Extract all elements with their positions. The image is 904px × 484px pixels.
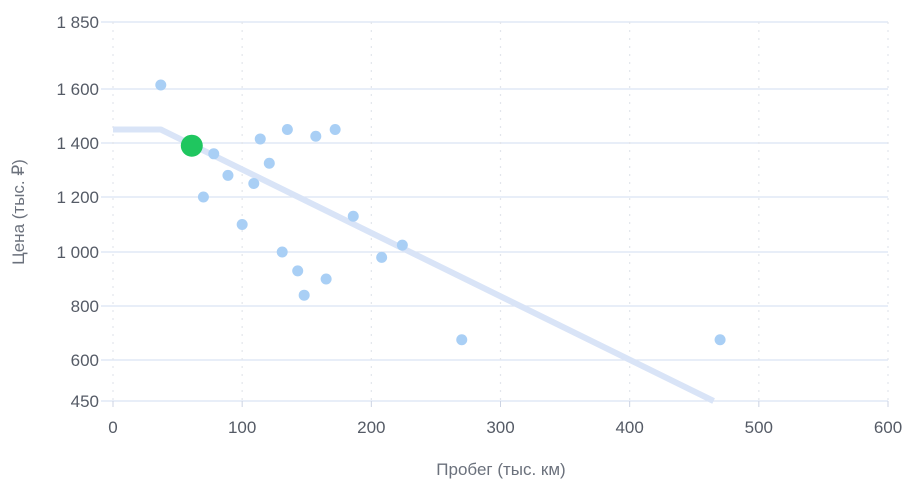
x-tick-label: 400 <box>615 418 643 437</box>
x-tick-label: 600 <box>874 418 902 437</box>
y-tick-label: 800 <box>71 297 99 316</box>
x-tick-label: 500 <box>745 418 773 437</box>
data-point[interactable] <box>197 191 209 203</box>
y-tick-label: 1 200 <box>56 188 99 207</box>
data-point[interactable] <box>376 251 388 263</box>
data-point[interactable] <box>222 169 234 181</box>
data-point[interactable] <box>254 133 266 145</box>
x-tick-label: 300 <box>486 418 514 437</box>
y-axis-title: Цена (тыс. ₽) <box>9 159 28 265</box>
y-tick-label: 1 600 <box>56 80 99 99</box>
data-point[interactable] <box>281 124 293 135</box>
x-axis-title: Пробег (тыс. км) <box>436 460 565 479</box>
data-point[interactable] <box>396 239 408 251</box>
x-tick-label: 0 <box>108 418 117 437</box>
data-point[interactable] <box>236 219 248 230</box>
y-tick-label: 1 400 <box>56 134 99 153</box>
trend-layer <box>113 126 715 404</box>
x-tick-label: 100 <box>228 418 256 437</box>
data-point[interactable] <box>310 130 322 142</box>
data-point[interactable] <box>347 210 359 222</box>
tick-labels: 450 600 800 1 000 1 200 1 400 1 600 1 850 0 100 20… <box>56 13 902 437</box>
data-points <box>155 79 726 346</box>
data-point[interactable] <box>292 265 304 277</box>
y-tick-label: 600 <box>71 351 99 370</box>
data-point[interactable] <box>276 246 288 258</box>
highlighted-point[interactable] <box>180 134 203 157</box>
data-point[interactable] <box>298 289 310 301</box>
y-tick-label: 450 <box>71 392 99 411</box>
data-point[interactable] <box>329 124 341 135</box>
trend-line <box>113 126 715 404</box>
data-point[interactable] <box>714 334 726 346</box>
data-point[interactable] <box>248 178 260 189</box>
data-point[interactable] <box>263 157 275 169</box>
data-point[interactable] <box>208 148 220 160</box>
y-tick-label: 1 000 <box>56 243 99 262</box>
x-tick-label: 200 <box>357 418 385 437</box>
grid <box>101 21 889 407</box>
data-point[interactable] <box>155 79 167 91</box>
data-point[interactable] <box>320 273 332 285</box>
data-point[interactable] <box>456 334 468 346</box>
y-tick-label: 1 850 <box>56 13 99 32</box>
